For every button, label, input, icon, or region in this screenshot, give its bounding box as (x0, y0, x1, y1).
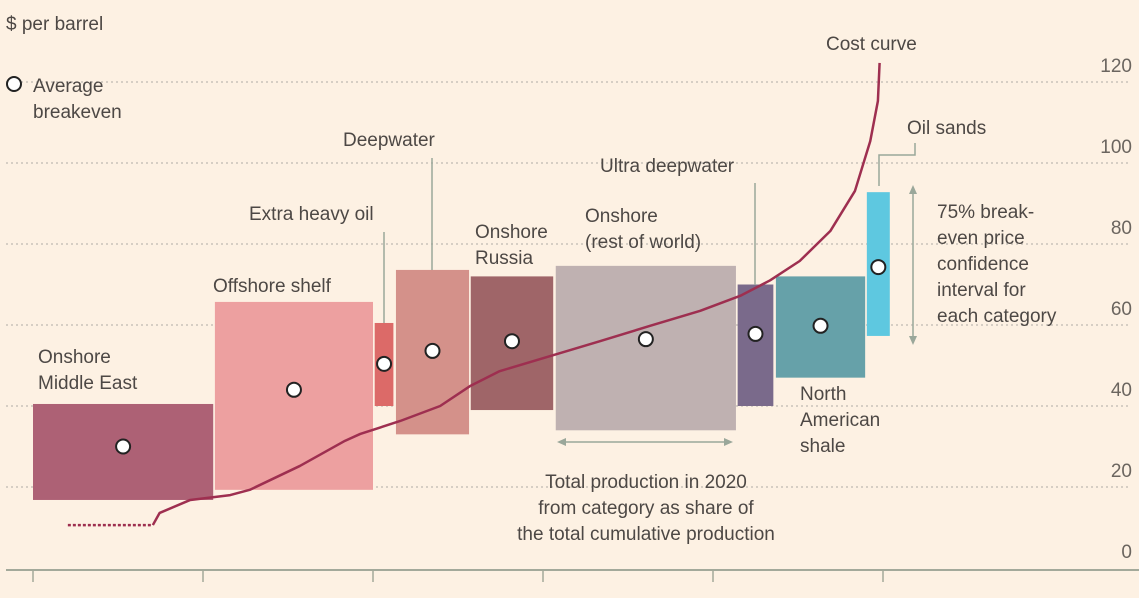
avg-breakeven-point-8 (870, 259, 887, 276)
y-tick-label: 80 (1111, 218, 1132, 239)
leader-line-oil-sands (878, 143, 916, 186)
avg-breakeven-point-1 (285, 381, 302, 398)
avg-breakeven-point-2 (376, 355, 393, 372)
category-label: Onshore (38, 347, 111, 368)
cost-curve-label: Cost curve (826, 34, 917, 55)
category-label: Oil sands (907, 118, 986, 139)
avg-breakeven-point-4 (503, 333, 520, 350)
range-arrow-head-top (909, 185, 917, 194)
category-label: Deepwater (343, 130, 436, 151)
category-label: American (800, 410, 880, 431)
range-note: each category (937, 306, 1057, 327)
range-note: 75% break- (937, 202, 1034, 223)
width-arrow-head-right (724, 438, 733, 446)
y-axis-label: $ per barrel (6, 14, 103, 35)
bar-6 (737, 284, 774, 406)
avg-breakeven-point-3 (424, 342, 441, 359)
category-label: Offshore shelf (213, 276, 332, 297)
category-label: Middle East (38, 373, 138, 394)
avg-breakeven-point-5 (637, 331, 654, 348)
avg-breakeven-point-7 (812, 317, 829, 334)
category-label: (rest of world) (585, 232, 701, 253)
category-label: Ultra deepwater (600, 156, 735, 177)
legend-marker-average-breakeven (6, 76, 22, 92)
y-tick-label: 120 (1100, 56, 1132, 77)
category-label: North (800, 384, 846, 405)
avg-breakeven-point-0 (115, 438, 132, 455)
y-tick-label: 100 (1100, 137, 1132, 158)
y-tick-label: 40 (1111, 380, 1132, 401)
range-note: interval for (937, 280, 1026, 301)
legend-label: Average (33, 76, 103, 97)
bar-5 (555, 265, 736, 431)
width-arrow-head-left (557, 438, 566, 446)
range-note: confidence (937, 254, 1029, 275)
category-label: shale (800, 436, 845, 457)
category-label: Russia (475, 248, 534, 269)
range-note: even price (937, 228, 1025, 249)
width-note: the total cumulative production (517, 524, 775, 545)
width-note: Total production in 2020 (545, 472, 747, 493)
cost-curve-line (151, 62, 881, 526)
y-tick-label: 20 (1111, 461, 1132, 482)
category-label: Extra heavy oil (249, 204, 374, 225)
legend-label: breakeven (33, 102, 122, 123)
category-label: Onshore (585, 206, 658, 227)
range-arrow-head-bottom (909, 336, 917, 345)
y-tick-label: 0 (1121, 542, 1132, 563)
avg-breakeven-point-6 (747, 325, 764, 342)
category-label: Onshore (475, 222, 548, 243)
width-note: from category as share of (538, 498, 754, 519)
y-tick-label: 60 (1111, 299, 1132, 320)
